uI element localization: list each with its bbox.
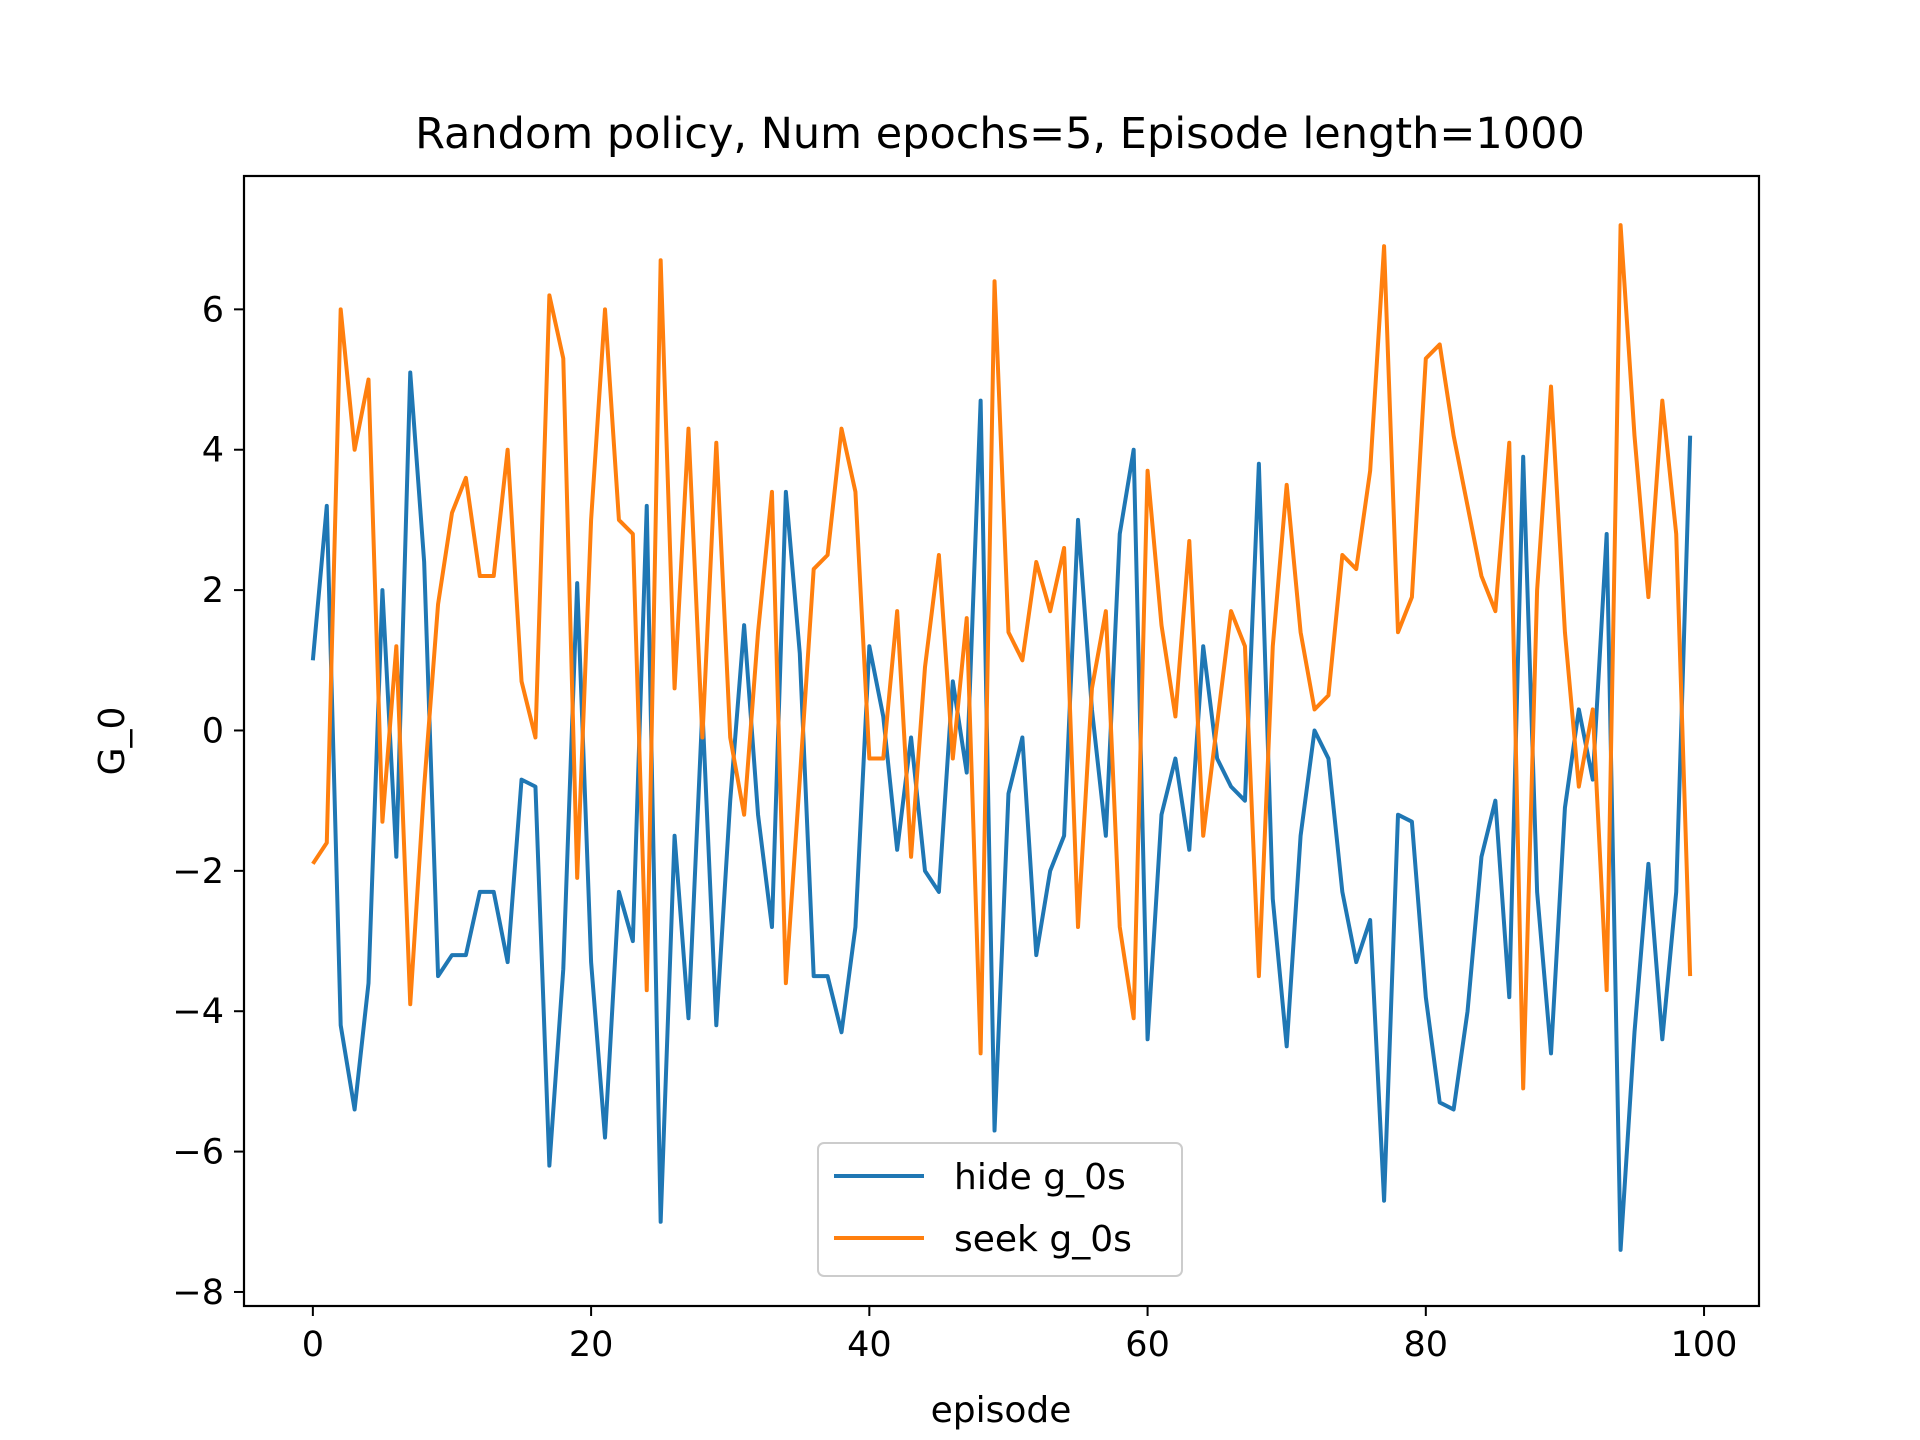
x-axis-ticks: 0 20 40 60 80 100 (302, 1306, 1738, 1365)
x-tick-label: 40 (847, 1325, 892, 1365)
legend: hide g_0s seek g_0s (817, 1142, 1183, 1277)
legend-label-hide: hide g_0s (954, 1157, 1126, 1198)
series-layer (310, 223, 1693, 1252)
y-axis-label: G_0 (92, 707, 133, 776)
x-tick-label: 80 (1404, 1325, 1449, 1365)
y-tick-label: −2 (172, 852, 224, 892)
y-tick-label: −4 (172, 992, 224, 1032)
y-tick-label: −8 (172, 1273, 224, 1313)
y-tick-label: −6 (172, 1133, 224, 1173)
x-tick-label: 0 (302, 1325, 324, 1365)
x-tick-label: 20 (569, 1325, 614, 1365)
legend-label-seek: seek g_0s (954, 1219, 1132, 1260)
y-tick-label: 0 (202, 711, 224, 751)
x-tick-label: 100 (1671, 1325, 1738, 1365)
y-axis-ticks: −8 −6 −4 −2 0 2 4 6 (172, 290, 244, 1313)
x-axis-label: episode (931, 1390, 1072, 1431)
plot-frame (242, 174, 1761, 1308)
chart-title: Random policy, Num epochs=5, Episode len… (415, 109, 1585, 159)
x-tick-label: 60 (1125, 1325, 1170, 1365)
series-line-hide (310, 370, 1693, 1252)
y-tick-label: 4 (202, 431, 224, 471)
y-tick-label: 2 (202, 571, 224, 611)
series-line-seek (311, 223, 1693, 1091)
y-tick-label: 6 (202, 290, 224, 330)
